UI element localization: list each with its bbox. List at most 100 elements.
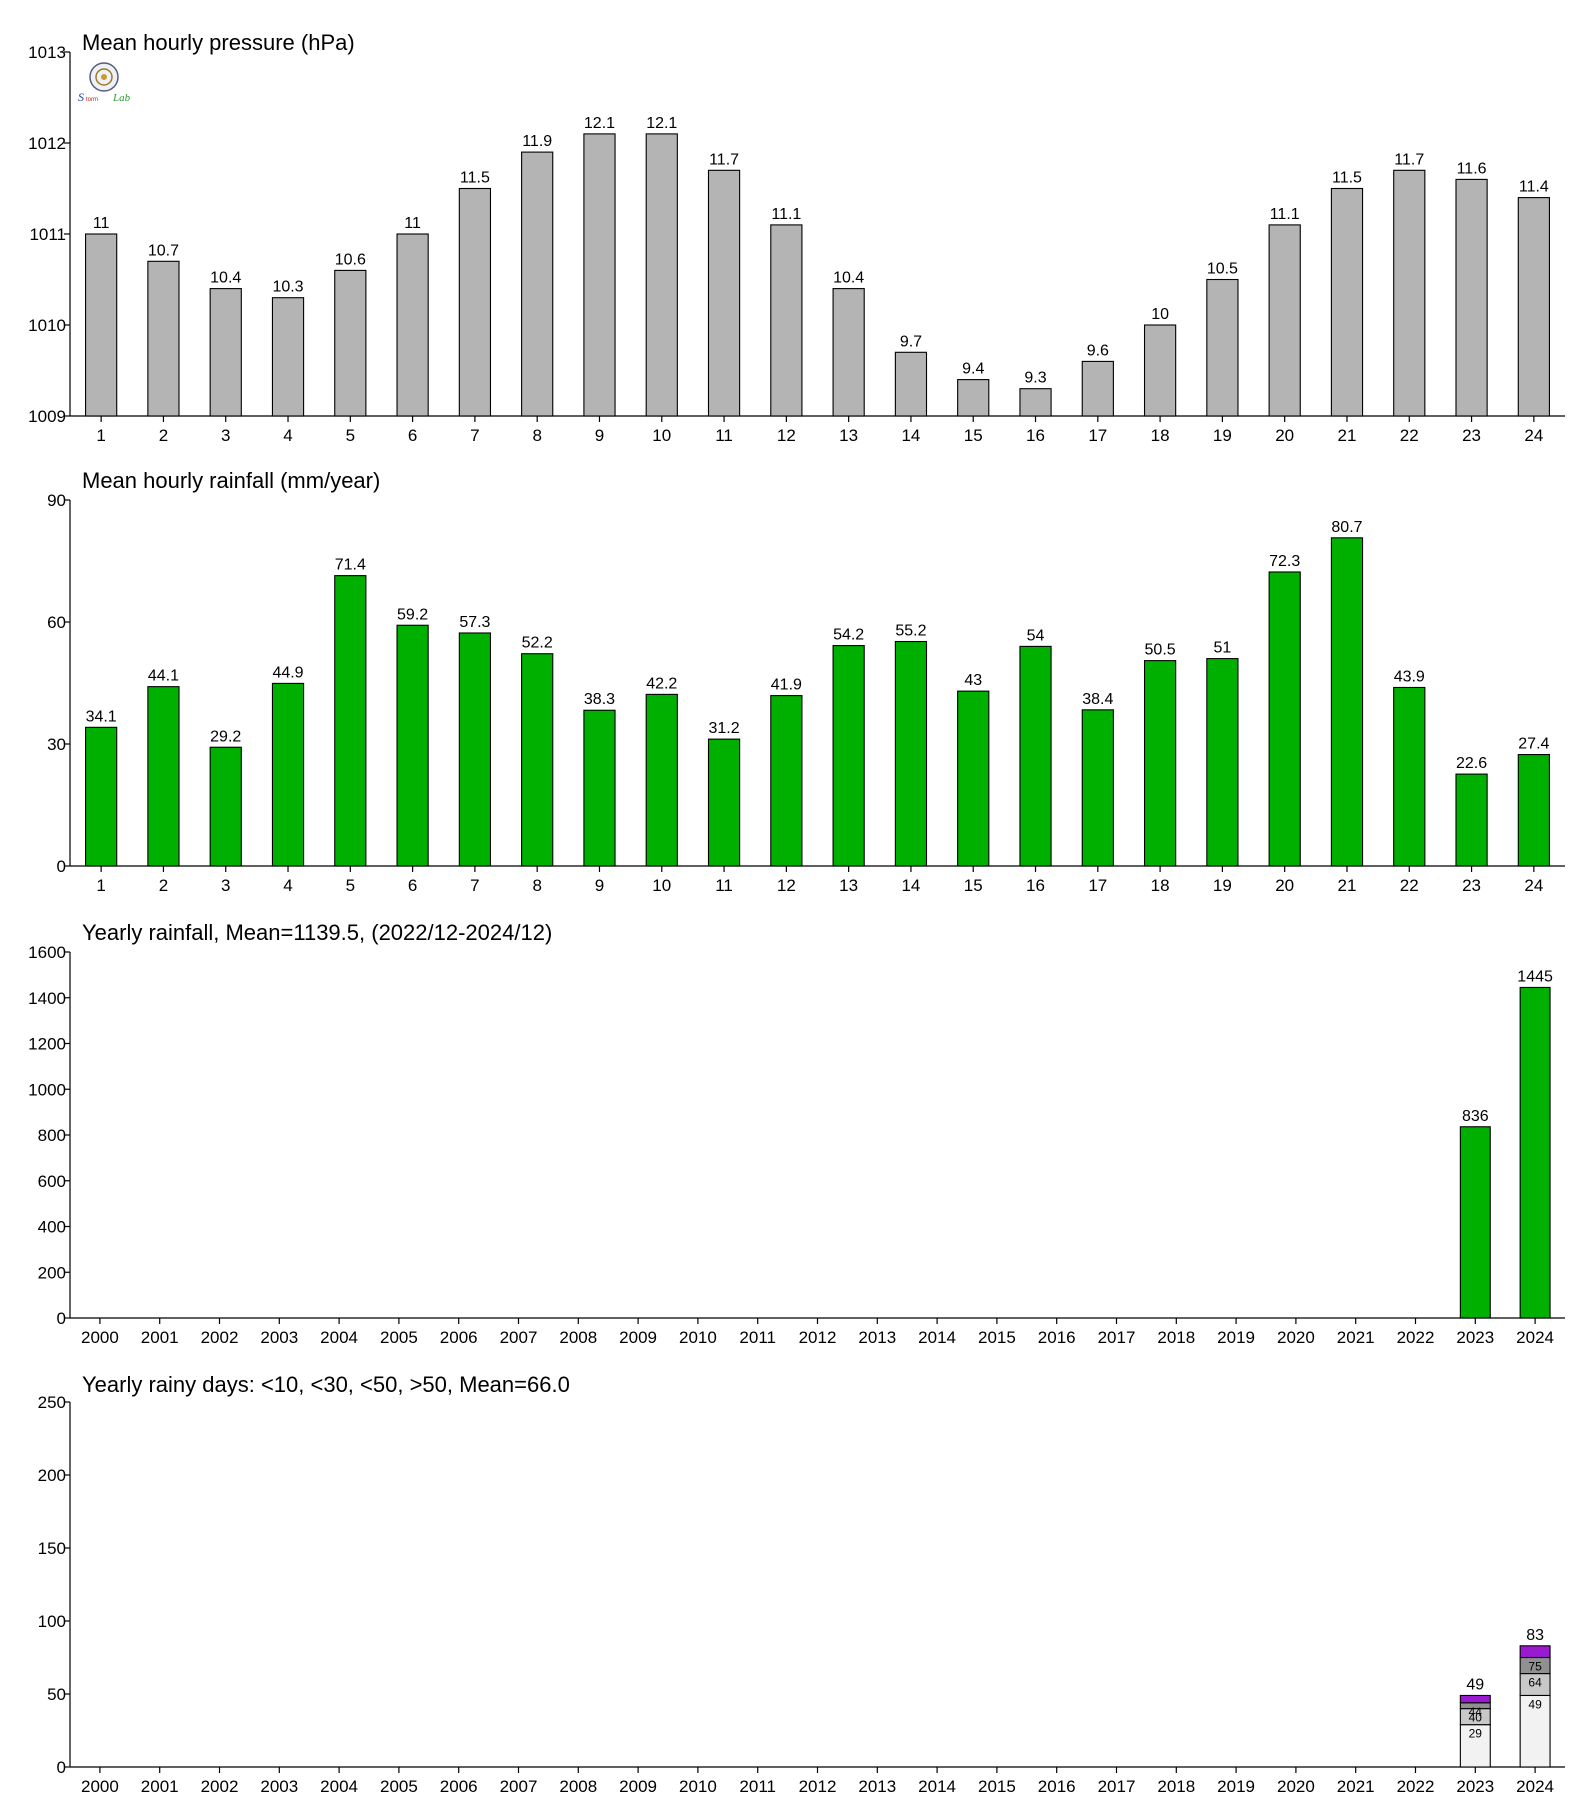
data-label: 11.6 (1457, 160, 1487, 177)
x-tick-label: 24 (1524, 426, 1543, 445)
y-tick-label: 800 (38, 1126, 66, 1145)
svg-text:S: S (78, 90, 84, 104)
x-tick-label: 2002 (201, 1328, 239, 1347)
x-tick-label: 22 (1400, 876, 1419, 895)
x-tick-label: 2003 (260, 1328, 298, 1347)
x-tick-label: 2013 (858, 1777, 896, 1796)
bar (645, 133, 678, 417)
x-tick-label: 13 (839, 426, 858, 445)
x-tick-label: 2004 (320, 1777, 358, 1796)
y-tick-label: 1000 (28, 1080, 66, 1099)
bar (334, 269, 367, 417)
x-tick-label: 2001 (141, 1777, 179, 1796)
x-tick-label: 2007 (500, 1777, 538, 1796)
x-tick-label: 2015 (978, 1777, 1016, 1796)
x-tick-label: 20 (1275, 876, 1294, 895)
bar (1330, 187, 1364, 417)
data-label: 11.9 (522, 133, 552, 150)
data-label: 11.1 (1270, 206, 1300, 223)
data-label: 80.7 (1331, 519, 1362, 536)
x-tick-label: 8 (532, 876, 541, 895)
x-tick-label: 2024 (1516, 1328, 1554, 1347)
bar (85, 233, 118, 417)
y-tick-label: 200 (38, 1263, 66, 1282)
data-label: 41.9 (771, 677, 802, 694)
data-label: 42.2 (646, 675, 677, 692)
data-label: 10.4 (210, 270, 241, 287)
y-tick-label: 150 (38, 1539, 66, 1558)
x-tick-label: 2 (159, 876, 168, 895)
x-tick-label: 21 (1338, 426, 1357, 445)
stacked-bar-segment (1519, 1694, 1551, 1768)
bar (271, 297, 305, 417)
x-tick-label: 2014 (918, 1777, 956, 1796)
chart-panel-3: Yearly rainfall, Mean=1139.5, (2022/12-2… (28, 920, 1565, 1347)
x-tick-label: 13 (839, 876, 858, 895)
segment-label: 49 (1528, 1697, 1542, 1711)
y-tick-label: 30 (47, 735, 66, 754)
bar (1019, 388, 1052, 417)
x-tick-label: 2008 (559, 1777, 597, 1796)
x-tick-label: 2023 (1456, 1328, 1494, 1347)
x-tick-label: 2014 (918, 1328, 956, 1347)
segment-label: 75 (1528, 1660, 1542, 1674)
x-tick-label: 2 (159, 426, 168, 445)
data-label: 71.4 (335, 557, 366, 574)
segment-label: 40 (1469, 1711, 1483, 1725)
x-tick-label: 2008 (559, 1328, 597, 1347)
x-tick-label: 18 (1151, 876, 1170, 895)
bar (521, 151, 554, 417)
x-tick-label: 1 (96, 876, 105, 895)
bar (521, 653, 554, 867)
x-tick-label: 7 (470, 876, 479, 895)
data-label: 10 (1151, 306, 1169, 323)
x-tick-label: 20 (1275, 426, 1294, 445)
bar (1081, 360, 1114, 417)
x-tick-label: 2020 (1277, 1328, 1315, 1347)
x-tick-label: 11 (715, 876, 733, 895)
bar (458, 187, 492, 417)
data-label: 10.7 (148, 242, 179, 259)
bar (1143, 660, 1177, 867)
bar (707, 738, 741, 867)
bar (209, 288, 242, 417)
y-tick-label: 1400 (28, 989, 66, 1008)
bar (1143, 324, 1177, 417)
x-tick-label: 19 (1213, 426, 1232, 445)
bar (894, 351, 928, 417)
bar (209, 746, 242, 867)
x-tick-label: 2002 (201, 1777, 239, 1796)
y-tick-label: 1600 (28, 943, 66, 962)
data-label: 43.9 (1394, 668, 1425, 685)
bar (147, 260, 180, 417)
bar (1517, 197, 1550, 417)
data-label: 52.2 (522, 635, 553, 652)
data-label: 11.4 (1519, 179, 1549, 196)
y-tick-label: 100 (38, 1612, 66, 1631)
data-label: 11.7 (709, 151, 739, 168)
data-label: 9.7 (900, 333, 922, 350)
x-tick-label: 2011 (739, 1777, 776, 1796)
bar (707, 169, 741, 417)
x-tick-label: 2010 (679, 1328, 717, 1347)
data-label: 11 (404, 215, 421, 232)
x-tick-label: 2009 (619, 1328, 657, 1347)
x-tick-label: 2021 (1337, 1328, 1375, 1347)
x-tick-label: 3 (221, 876, 230, 895)
x-tick-label: 2006 (440, 1328, 478, 1347)
bar (832, 645, 865, 867)
bar (271, 682, 305, 867)
x-tick-label: 2013 (858, 1328, 896, 1347)
bar (1268, 571, 1301, 867)
y-tick-label: 200 (38, 1466, 66, 1485)
y-tick-label: 1009 (28, 407, 66, 426)
data-label: 9.6 (1087, 342, 1109, 359)
bar (1517, 754, 1550, 867)
x-tick-label: 17 (1088, 426, 1107, 445)
x-tick-label: 10 (652, 426, 671, 445)
bar (1393, 169, 1426, 417)
x-tick-label: 2016 (1038, 1777, 1076, 1796)
x-tick-label: 5 (346, 876, 355, 895)
